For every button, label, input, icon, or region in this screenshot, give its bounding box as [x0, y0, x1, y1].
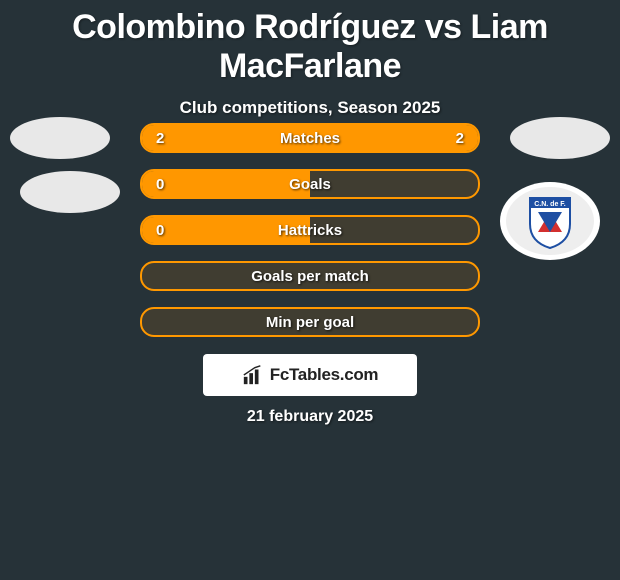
- stat-label: Matches: [280, 130, 340, 147]
- bar-chart-icon: [242, 364, 264, 386]
- club-badge: C.N. de F.: [500, 182, 600, 260]
- stat-label: Goals per match: [251, 268, 369, 285]
- shield-icon: C.N. de F.: [500, 182, 600, 260]
- player2-avatar-top: [510, 117, 610, 159]
- player1-avatar-bottom: [20, 171, 120, 213]
- stat-row-min-per-goal: Min per goal: [140, 307, 480, 337]
- stats-container: 2 Matches 2 0 Goals 0 Hattricks Goals pe…: [140, 123, 480, 353]
- stat-row-hattricks: 0 Hattricks: [140, 215, 480, 245]
- stat-right-value: 2: [456, 130, 464, 147]
- watermark-text: FcTables.com: [270, 365, 379, 385]
- stat-label: Min per goal: [266, 314, 354, 331]
- stat-label: Goals: [289, 176, 331, 193]
- page-subtitle: Club competitions, Season 2025: [0, 98, 620, 118]
- stat-label: Hattricks: [278, 222, 342, 239]
- stat-row-goals: 0 Goals: [140, 169, 480, 199]
- date-label: 21 february 2025: [0, 408, 620, 426]
- stat-left-value: 2: [156, 130, 164, 147]
- stat-row-goals-per-match: Goals per match: [140, 261, 480, 291]
- watermark: FcTables.com: [203, 354, 417, 396]
- stat-row-matches: 2 Matches 2: [140, 123, 480, 153]
- page-title: Colombino Rodríguez vs Liam MacFarlane: [0, 0, 620, 86]
- player1-avatar-top: [10, 117, 110, 159]
- stat-left-value: 0: [156, 176, 164, 193]
- stat-left-value: 0: [156, 222, 164, 239]
- svg-text:C.N. de F.: C.N. de F.: [534, 201, 566, 208]
